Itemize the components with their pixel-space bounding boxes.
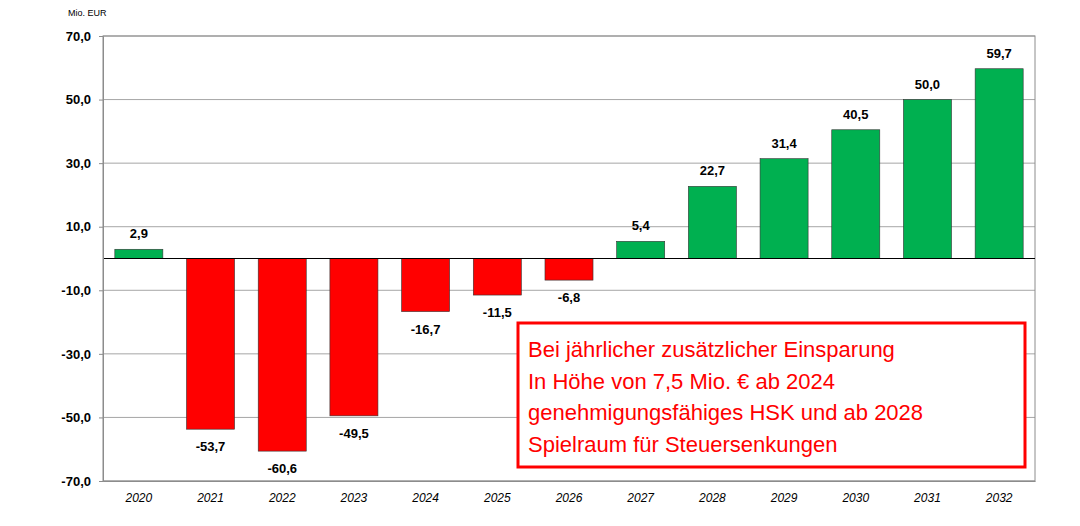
y-tick-label: -50,0 bbox=[61, 410, 91, 425]
bar bbox=[187, 259, 235, 430]
x-tick-label: 2022 bbox=[268, 491, 296, 505]
data-label: 59,7 bbox=[986, 46, 1011, 61]
x-tick-label: 2024 bbox=[411, 491, 439, 505]
chart: -70,0 -50,0 -30,0 -10,0 10,0 30,0 50,0 70,0 2020… bbox=[0, 0, 1080, 526]
x-tick-label: 2027 bbox=[626, 491, 655, 505]
data-label: 22,7 bbox=[700, 163, 725, 178]
bar bbox=[617, 241, 665, 258]
y-tick: 70,0 bbox=[66, 29, 103, 44]
grid-line bbox=[103, 226, 1035, 227]
x-tick-label: 2030 bbox=[841, 491, 869, 505]
x-tick-label: 2021 bbox=[196, 491, 224, 505]
y-tick-mark bbox=[99, 417, 103, 418]
y-tick-label: -70,0 bbox=[61, 474, 91, 489]
x-tick: 2030 bbox=[841, 481, 869, 505]
grid bbox=[103, 36, 1035, 481]
data-label: -49,5 bbox=[339, 426, 369, 441]
bar bbox=[975, 69, 1023, 259]
y-tick-label: -10,0 bbox=[61, 283, 91, 298]
x-tick: 2026 bbox=[555, 481, 583, 505]
x-tick: 2020 bbox=[124, 481, 152, 505]
data-label: -11,5 bbox=[483, 305, 512, 320]
bar bbox=[903, 100, 951, 259]
grid-line bbox=[103, 99, 1035, 100]
x-tick-label: 2023 bbox=[340, 491, 368, 505]
annotation-text: Bei jährlicher zusätzlicher Einsparung bbox=[528, 337, 895, 362]
y-tick-mark bbox=[99, 227, 103, 228]
y-tick-label: -30,0 bbox=[61, 347, 91, 362]
bar bbox=[258, 259, 306, 452]
x-tick: 2029 bbox=[770, 481, 798, 505]
x-tick-label: 2025 bbox=[483, 491, 511, 505]
x-tick-label: 2020 bbox=[124, 491, 152, 505]
y-tick: -50,0 bbox=[61, 410, 103, 425]
y-tick: -70,0 bbox=[61, 474, 103, 489]
y-axis-line bbox=[99, 37, 104, 482]
y-tick-mark bbox=[99, 481, 103, 482]
grid-line bbox=[103, 163, 1035, 164]
annotation-box bbox=[518, 323, 1025, 467]
x-tick-label: 2028 bbox=[698, 491, 726, 505]
data-label: -60,6 bbox=[267, 461, 297, 476]
y-tick-mark bbox=[99, 163, 103, 164]
annotation-text: Spielraum für Steuersenkungen bbox=[528, 432, 837, 457]
data-label: 50,0 bbox=[915, 77, 940, 92]
baseline bbox=[103, 258, 1035, 259]
annotation-text: In Höhe von 7,5 Mio. € ab 2024 bbox=[528, 369, 835, 394]
x-tick: 2023 bbox=[340, 481, 368, 505]
bar bbox=[832, 130, 880, 259]
y-tick: 30,0 bbox=[66, 156, 103, 171]
y-tick-mark bbox=[99, 36, 103, 37]
y-tick-label: 50,0 bbox=[66, 92, 91, 107]
x-tick: 2021 bbox=[196, 481, 224, 505]
x-tick: 2032 bbox=[985, 481, 1013, 505]
bar bbox=[402, 259, 450, 312]
x-axis-line bbox=[104, 481, 1036, 482]
y-tick-label: 10,0 bbox=[66, 219, 91, 234]
y-tick: -10,0 bbox=[61, 283, 103, 298]
data-labels: 2,9 -53,7 -60,6 -49,5 -16,7 -11,5 -6,8 5,4 22,7 3… bbox=[130, 46, 1012, 476]
x-tick: 2024 bbox=[411, 481, 439, 505]
x-tick-label: 2032 bbox=[985, 491, 1013, 505]
data-label: -6,8 bbox=[558, 290, 580, 305]
y-tick-mark bbox=[99, 100, 103, 101]
bar bbox=[688, 186, 736, 258]
plot-frame bbox=[103, 36, 1035, 481]
y-axis-title: Mio. EUR bbox=[68, 8, 107, 18]
data-label: 40,5 bbox=[843, 107, 868, 122]
annotation-text: genehmigungsfähiges HSK und ab 2028 bbox=[528, 400, 923, 425]
x-tick-label: 2029 bbox=[770, 491, 798, 505]
data-label: 5,4 bbox=[632, 218, 651, 233]
y-tick-mark bbox=[99, 290, 103, 291]
y-tick: 10,0 bbox=[66, 219, 103, 234]
x-axis: 2020 2021 2022 2023 2024 2025 2026 2027 2028 2029… bbox=[104, 481, 1036, 505]
y-tick: 50,0 bbox=[66, 92, 103, 107]
annotation: Bei jährlicher zusätzlicher Einsparung In… bbox=[518, 323, 1025, 467]
data-label: 2,9 bbox=[130, 226, 148, 241]
x-tick: 2025 bbox=[483, 481, 511, 505]
bar bbox=[115, 249, 163, 258]
bar bbox=[473, 259, 521, 296]
y-tick-label: 30,0 bbox=[66, 156, 91, 171]
x-tick: 2031 bbox=[913, 481, 941, 505]
y-tick-label: 70,0 bbox=[66, 29, 91, 44]
y-tick-mark bbox=[99, 354, 103, 355]
y-axis: -70,0 -50,0 -30,0 -10,0 10,0 30,0 50,0 70,0 bbox=[61, 29, 103, 489]
bar bbox=[760, 159, 808, 259]
bar bbox=[545, 259, 593, 281]
data-label: -16,7 bbox=[411, 322, 441, 337]
x-tick: 2022 bbox=[268, 481, 296, 505]
y-tick: -30,0 bbox=[61, 347, 103, 362]
x-tick-label: 2026 bbox=[555, 491, 583, 505]
bar bbox=[330, 259, 378, 416]
x-tick: 2028 bbox=[698, 481, 726, 505]
data-label: 31,4 bbox=[771, 136, 797, 151]
x-tick: 2027 bbox=[626, 481, 655, 505]
data-label: -53,7 bbox=[196, 439, 226, 454]
x-tick-label: 2031 bbox=[913, 491, 941, 505]
